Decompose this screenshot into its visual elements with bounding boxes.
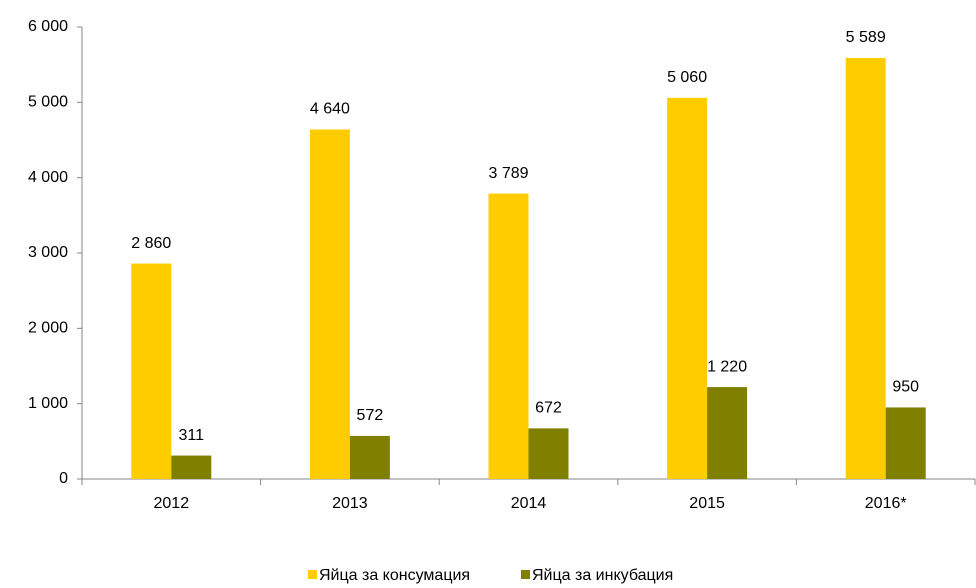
bar <box>667 97 708 480</box>
value-label: 672 <box>535 400 562 417</box>
bar <box>171 455 212 479</box>
legend-label: Яйца за инкубация <box>532 567 673 584</box>
value-label: 572 <box>357 407 384 424</box>
x-tick-label: 2015 <box>689 495 725 512</box>
value-label: 5 060 <box>667 69 707 86</box>
x-tick-label: 2012 <box>154 495 190 512</box>
y-tick-label: 0 <box>59 470 68 487</box>
bar <box>488 193 529 479</box>
x-tick-label: 2013 <box>332 495 368 512</box>
value-label: 311 <box>179 427 205 444</box>
y-tick-label: 2 000 <box>28 320 68 337</box>
y-tick-label: 3 000 <box>28 244 68 261</box>
y-tick-label: 6 000 <box>28 18 68 35</box>
bar <box>528 428 569 479</box>
y-tick-label: 4 000 <box>28 169 68 186</box>
x-tick-label: 2016* <box>865 495 907 512</box>
x-tick-label: 2014 <box>511 495 547 512</box>
y-tick-label: 5 000 <box>28 94 68 111</box>
bar <box>845 57 886 479</box>
bar <box>349 435 390 479</box>
y-tick-label: 1 000 <box>28 395 68 412</box>
bar <box>707 387 748 479</box>
value-label: 3 789 <box>488 165 528 182</box>
value-label: 1 220 <box>707 358 747 375</box>
value-label: 4 640 <box>310 101 350 118</box>
value-label: 950 <box>892 379 919 396</box>
value-label: 2 860 <box>131 235 171 252</box>
legend-label: Яйца за консумация <box>319 567 470 584</box>
value-label: 5 589 <box>846 29 886 46</box>
bar <box>885 407 926 479</box>
legend-swatch <box>308 570 317 579</box>
bar <box>309 129 350 479</box>
bar <box>131 263 172 479</box>
legend-swatch <box>521 570 530 579</box>
